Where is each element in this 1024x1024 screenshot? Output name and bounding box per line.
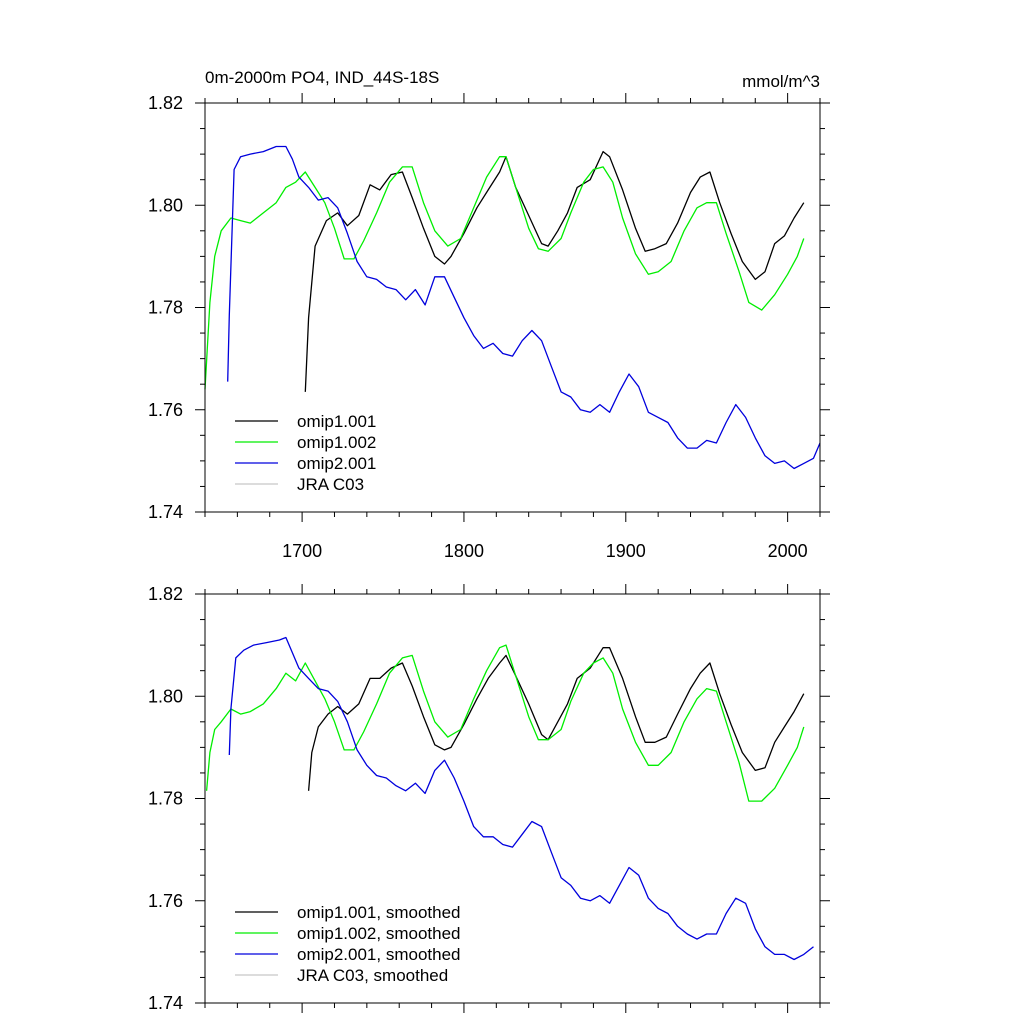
y-tick-label: 1.80	[148, 195, 183, 215]
plot-frame	[204, 593, 821, 1004]
y-tick-label: 1.74	[148, 993, 183, 1013]
y-tick-label: 1.74	[148, 502, 183, 522]
series-line-omip2-001-smoothed	[228, 636, 814, 961]
chart-title: 0m-2000m PO4, IND_44S-18S	[205, 68, 439, 87]
series-line-omip1-002	[204, 156, 805, 390]
y-tick-label: 1.80	[148, 686, 183, 706]
x-tick-label: 1700	[282, 541, 322, 561]
x-tick-label: 1900	[606, 541, 646, 561]
legend-label: omip1.002, smoothed	[297, 924, 461, 943]
y-tick-label: 1.76	[148, 891, 183, 911]
y-tick-label: 1.78	[148, 789, 183, 809]
y-tick-label: 1.76	[148, 400, 183, 420]
legend-label: omip2.001, smoothed	[297, 945, 461, 964]
panel-1: 1.74 1.76 1.78 1.80 1.82 1700 1800 1900 2000 0m-2…	[148, 68, 830, 561]
series-line-omip1-001-smoothed	[307, 647, 805, 791]
panel-2: 1.74 1.76 1.78 1.80 1.82 omip1.001, smoothed o…	[148, 584, 830, 1013]
x-tick-label: 1800	[444, 541, 484, 561]
x-tick-label: 2000	[768, 541, 808, 561]
legend-label: omip1.001	[297, 412, 376, 431]
legend-label: omip2.001	[297, 454, 376, 473]
plot-frame	[204, 102, 821, 513]
series-line-omip2-001	[227, 145, 821, 470]
series-line-omip1-002-smoothed	[205, 644, 805, 802]
legend-label: JRA C03, smoothed	[297, 966, 448, 985]
series-line-omip1-001	[304, 150, 805, 392]
legend-label: omip1.002	[297, 433, 376, 452]
y-tick-label: 1.82	[148, 93, 183, 113]
y-tick-label: 1.78	[148, 298, 183, 318]
legend-label: omip1.001, smoothed	[297, 903, 461, 922]
legend-label: JRA C03	[297, 475, 364, 494]
unit-label: mmol/m^3	[742, 72, 820, 91]
y-tick-label: 1.82	[148, 584, 183, 604]
